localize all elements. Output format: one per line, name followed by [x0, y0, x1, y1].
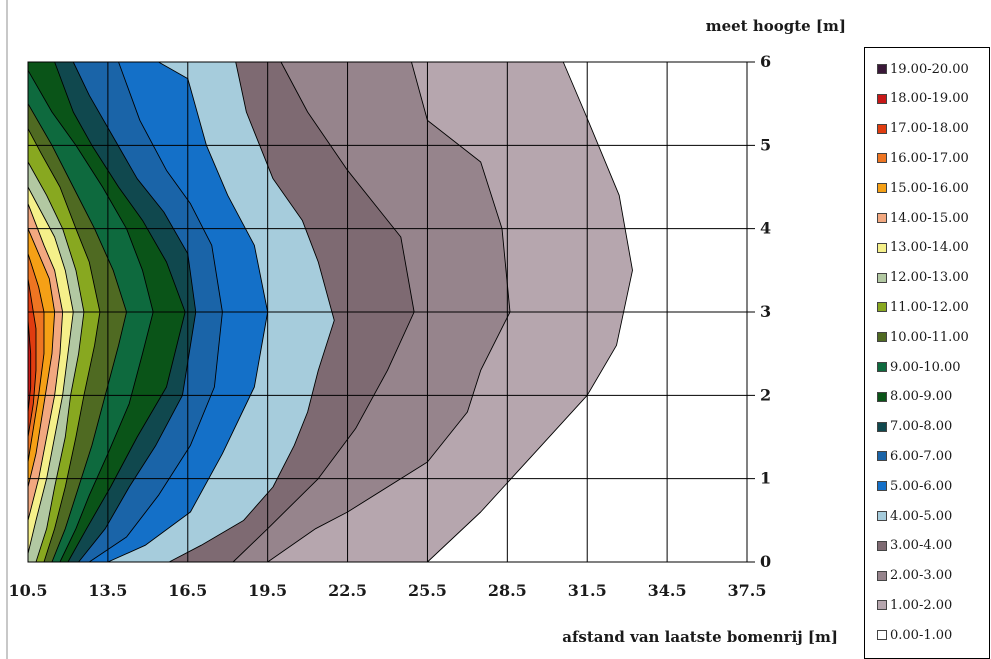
x-tick-label: 34.5 [648, 581, 687, 600]
legend-label: 19.00-20.00 [890, 61, 969, 77]
legend-label: 3.00-4.00 [890, 538, 953, 554]
x-tick-label: 37.5 [728, 581, 767, 600]
legend-label: 4.00-5.00 [890, 508, 953, 524]
legend-item: 15.00-16.00 [877, 178, 969, 198]
legend-item: 16.00-17.00 [877, 148, 969, 168]
legend-item: 12.00-13.00 [877, 268, 969, 288]
legend-item: 1.00-2.00 [877, 595, 952, 615]
legend-label: 11.00-12.00 [890, 299, 969, 315]
y-tick-label: 3 [760, 302, 771, 321]
x-tick-label: 31.5 [568, 581, 607, 600]
legend-swatch [877, 511, 887, 521]
legend-item: 18.00-19.00 [877, 89, 969, 109]
legend-item: 6.00-7.00 [877, 446, 952, 466]
legend-item: 8.00-9.00 [877, 387, 952, 407]
legend-label: 7.00-8.00 [890, 419, 953, 435]
legend-swatch [877, 391, 887, 402]
legend-swatch [877, 64, 887, 74]
legend-swatch [877, 362, 887, 372]
legend-label: 2.00-3.00 [890, 568, 953, 584]
y-tick-label: 0 [760, 552, 771, 571]
legend-swatch [877, 93, 887, 104]
legend-label: 15.00-16.00 [890, 180, 969, 196]
x-tick-label: 28.5 [488, 581, 527, 600]
legend-item: 7.00-8.00 [877, 417, 952, 437]
legend-swatch [877, 481, 887, 492]
legend-item: 3.00-4.00 [877, 536, 952, 556]
legend-label: 1.00-2.00 [890, 597, 953, 613]
legend-swatch [877, 302, 887, 313]
legend-label: 6.00-7.00 [890, 448, 953, 464]
legend-item: 17.00-18.00 [877, 119, 969, 139]
plot-frame [27, 61, 748, 563]
legend-swatch [877, 630, 887, 641]
y-axis-label: meet hoogte [m] [706, 17, 846, 35]
x-axis-label: afstand van laatste bomenrij [m] [562, 628, 838, 646]
legend-swatch [877, 600, 887, 611]
grid-lines [27, 61, 755, 563]
x-tick-label: 10.5 [9, 581, 48, 600]
legend-item: 4.00-5.00 [877, 506, 952, 526]
legend-label: 8.00-9.00 [890, 389, 953, 405]
x-tick-label: 16.5 [168, 581, 207, 600]
legend-label: 16.00-17.00 [890, 150, 969, 166]
legend-swatch [877, 213, 887, 223]
legend: 19.00-20.00 18.00-19.00 17.00-18.00 16.00-1… [864, 47, 990, 659]
legend-swatch [877, 272, 887, 283]
legend-item: 10.00-11.00 [877, 327, 969, 347]
legend-item: 13.00-14.00 [877, 238, 969, 258]
legend-label: 9.00-10.00 [890, 359, 961, 375]
legend-item: 14.00-15.00 [877, 208, 969, 228]
legend-item: 11.00-12.00 [877, 297, 969, 317]
legend-item: 19.00-20.00 [877, 59, 969, 79]
legend-swatch [877, 332, 887, 343]
y-tick-label: 4 [760, 219, 771, 238]
legend-swatch [877, 570, 887, 581]
legend-swatch [877, 421, 887, 432]
legend-swatch [877, 123, 887, 134]
x-tick-label: 25.5 [408, 581, 447, 600]
legend-item: 5.00-6.00 [877, 476, 952, 496]
legend-item: 0.00-1.00 [877, 625, 952, 645]
legend-label: 12.00-13.00 [890, 270, 969, 286]
legend-swatch [877, 242, 887, 253]
legend-swatch [877, 540, 887, 551]
legend-label: 18.00-19.00 [890, 91, 969, 107]
legend-item: 9.00-10.00 [877, 357, 961, 377]
legend-swatch [877, 153, 887, 164]
y-tick-label: 6 [760, 52, 771, 71]
legend-label: 14.00-15.00 [890, 210, 969, 226]
legend-label: 13.00-14.00 [890, 240, 969, 256]
x-tick-label: 13.5 [88, 581, 127, 600]
legend-swatch [877, 183, 887, 194]
tick-labels: 10.5 13.5 16.5 19.5 22.5 25.5 28.5 31.5 34.5 37.5… [9, 52, 772, 600]
legend-label: 5.00-6.00 [890, 478, 953, 494]
legend-item: 2.00-3.00 [877, 566, 952, 586]
legend-label: 17.00-18.00 [890, 121, 969, 137]
legend-swatch [877, 451, 887, 462]
legend-label: 10.00-11.00 [890, 329, 969, 345]
legend-label: 0.00-1.00 [890, 627, 953, 643]
y-tick-label: 2 [760, 385, 771, 404]
y-tick-label: 1 [760, 469, 771, 488]
y-tick-label: 5 [760, 135, 771, 154]
left-border-line [6, 0, 8, 659]
x-tick-label: 19.5 [248, 581, 287, 600]
x-tick-label: 22.5 [328, 581, 367, 600]
